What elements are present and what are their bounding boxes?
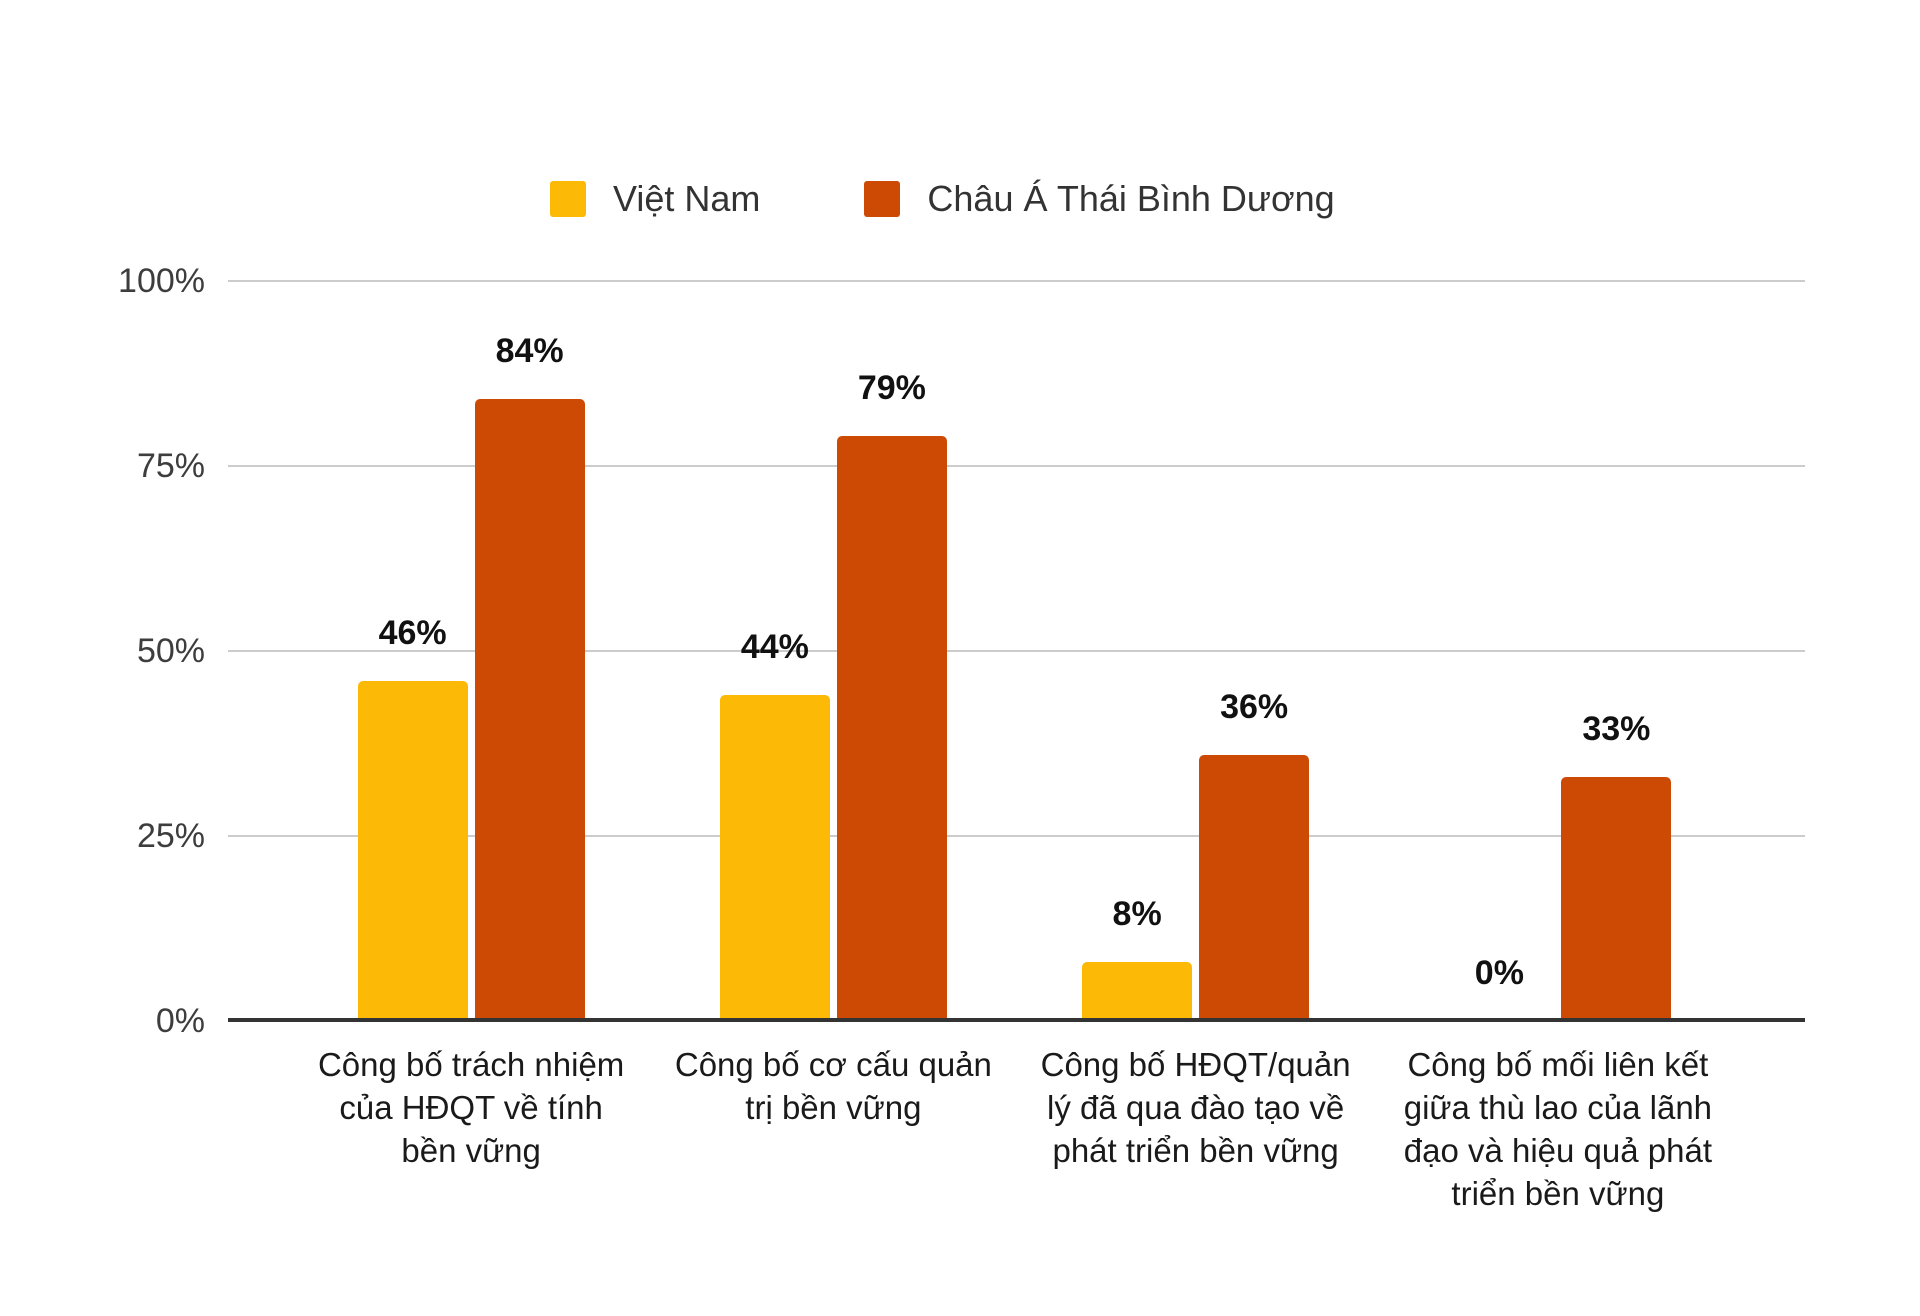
gridline-100	[228, 280, 1805, 282]
category-band-3: 8% 36% Công bố HĐQT/quản lý đã qua đào tạo…	[1015, 281, 1377, 1169]
bar-group-1: 46% 84%	[290, 281, 652, 1021]
bar-slot-viet-nam: 46%	[357, 281, 468, 1021]
category-band-2: 44% 79% Công bố cơ cấu quản trị bền vững	[652, 281, 1014, 1126]
legend-label-viet-nam: Việt Nam	[613, 178, 761, 219]
bar-group-2: 44% 79%	[652, 281, 1014, 1021]
bar-group-4: 0% 33%	[1377, 281, 1739, 1021]
value-label-viet-nam: 8%	[1112, 894, 1162, 933]
bar-slot-apac: 33%	[1561, 281, 1672, 1021]
y-tick-label-50: 50%	[136, 632, 205, 670]
bar-viet-nam[interactable]	[1082, 961, 1193, 1021]
category-label-2: Công bố cơ cấu quản trị bền vững	[674, 1046, 992, 1126]
y-tick-label-25: 25%	[136, 817, 205, 855]
value-label-apac: 79%	[857, 369, 926, 408]
bar-apac[interactable]	[1561, 776, 1672, 1021]
value-label-viet-nam: 46%	[378, 613, 447, 652]
legend-label-apac: Châu Á Thái Bình Dương	[927, 178, 1335, 219]
bar-viet-nam[interactable]	[357, 680, 468, 1021]
category-label-4: Công bố mối liên kết giữa thù lao của lã…	[1403, 1046, 1713, 1212]
legend-swatch-viet-nam	[550, 181, 586, 217]
x-axis-line	[228, 1018, 1805, 1022]
legend-item-apac[interactable]: Châu Á Thái Bình Dương	[864, 178, 1335, 220]
bar-viet-nam[interactable]	[719, 695, 830, 1021]
bar-slot-viet-nam: 44%	[719, 281, 830, 1021]
y-tick-label-0: 0%	[155, 1002, 205, 1040]
gridline-50	[228, 650, 1805, 652]
bar-slot-apac: 79%	[836, 281, 947, 1021]
category-band-1: 46% 84% Công bố trách nhiệm của HĐQT về tí…	[290, 281, 652, 1169]
gridline-25	[228, 835, 1805, 837]
bar-slot-viet-nam: 0%	[1444, 281, 1554, 1021]
value-label-viet-nam: 0%	[1474, 954, 1524, 992]
bar-slot-apac: 36%	[1199, 281, 1310, 1021]
bar-slot-apac: 84%	[474, 281, 585, 1021]
y-tick-label-75: 75%	[136, 447, 205, 485]
plot-bands: 46% 84% Công bố trách nhiệm của HĐQT về tí…	[290, 281, 1739, 1212]
bar-slot-viet-nam: 8%	[1082, 281, 1193, 1021]
bar-group-3: 8% 36%	[1015, 281, 1377, 1021]
legend-item-viet-nam[interactable]: Việt Nam	[550, 178, 760, 220]
bar-apac[interactable]	[474, 399, 585, 1021]
value-label-apac: 33%	[1582, 709, 1651, 748]
value-label-apac: 36%	[1220, 687, 1289, 726]
plot-area: 46% 84% Công bố trách nhiệm của HĐQT về tí…	[228, 280, 1805, 1212]
value-label-viet-nam: 44%	[740, 628, 809, 667]
legend: Việt Nam Châu Á Thái Bình Dương	[550, 178, 1335, 220]
bar-apac[interactable]	[1199, 754, 1310, 1021]
category-band-4: 0% 33% Công bố mối liên kết giữa thù lao c…	[1377, 281, 1739, 1212]
legend-swatch-apac	[864, 181, 901, 217]
value-label-apac: 84%	[495, 332, 564, 371]
category-label-1: Công bố trách nhiệm của HĐQT về tính bền…	[317, 1046, 625, 1169]
bar-apac[interactable]	[836, 436, 947, 1021]
y-tick-label-100: 100%	[118, 262, 205, 300]
gridline-75	[228, 465, 1805, 467]
category-label-3: Công bố HĐQT/quản lý đã qua đào tạo về p…	[1040, 1046, 1351, 1169]
